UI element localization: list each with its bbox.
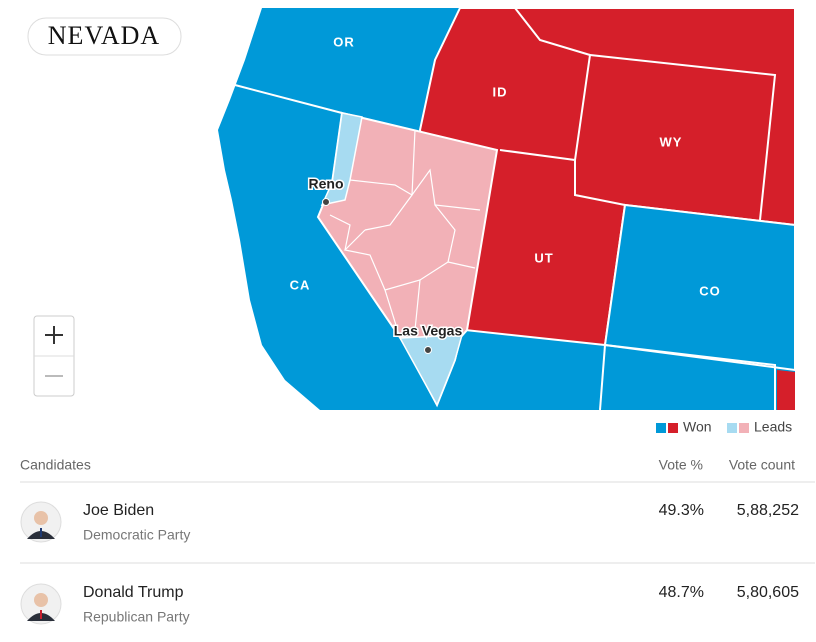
map-title: NEVADA (48, 21, 160, 50)
state-label: ID (493, 84, 508, 99)
candidate-name: Joe Biden (83, 502, 154, 519)
city-dot (322, 198, 330, 206)
vote-percent: 49.3% (659, 502, 704, 519)
city-label: Las Vegas (394, 323, 463, 339)
party-name: Democratic Party (83, 527, 190, 543)
red-region (777, 370, 795, 410)
state-border (604, 344, 776, 410)
state-border (514, 7, 591, 56)
vote-count: 5,88,252 (737, 502, 799, 519)
map: OR ID WY UT CO CA Reno Las Vegas (218, 7, 796, 411)
legend-swatch (668, 423, 678, 433)
nv-county-leads-blue (320, 112, 363, 207)
state-label: OR (333, 34, 355, 49)
avatar-face (34, 593, 48, 607)
zoom-out[interactable] (35, 357, 73, 395)
legend-swatch (656, 423, 666, 433)
county-borders (329, 129, 481, 339)
column-header: Vote count (729, 457, 795, 473)
vote-percent: 48.7% (659, 584, 704, 601)
city-label: Reno (309, 176, 344, 192)
state-label: CA (290, 277, 311, 292)
state-border (499, 149, 626, 206)
party-name: Republican Party (83, 609, 190, 625)
avatar-face (34, 511, 48, 525)
avatar-tie (40, 528, 42, 537)
avatar-tie (40, 610, 42, 619)
city-dot (424, 346, 432, 354)
legend-swatch (739, 423, 749, 433)
state-label: CO (699, 283, 721, 298)
column-header: Candidates (20, 457, 91, 473)
state-label: UT (534, 250, 553, 265)
title-pill (27, 17, 182, 56)
zoom-control (33, 315, 75, 397)
state-border (574, 53, 777, 221)
state-border (234, 84, 343, 114)
rows: Joe Biden Democratic Party 49.3% 5,88,252 Do… (20, 501, 815, 625)
legend-swatch (727, 423, 737, 433)
nv-county-leads-blue (398, 334, 464, 407)
vote-count: 5,80,605 (737, 584, 799, 601)
legend-label: Leads (754, 419, 792, 435)
state-label: WY (660, 134, 683, 149)
legend-label: Won (683, 419, 712, 435)
zoom-in[interactable] (35, 317, 73, 355)
state-border (599, 344, 606, 411)
co-state (603, 203, 796, 372)
candidate-name: Donald Trump (83, 584, 184, 601)
column-header: Vote % (659, 457, 703, 473)
